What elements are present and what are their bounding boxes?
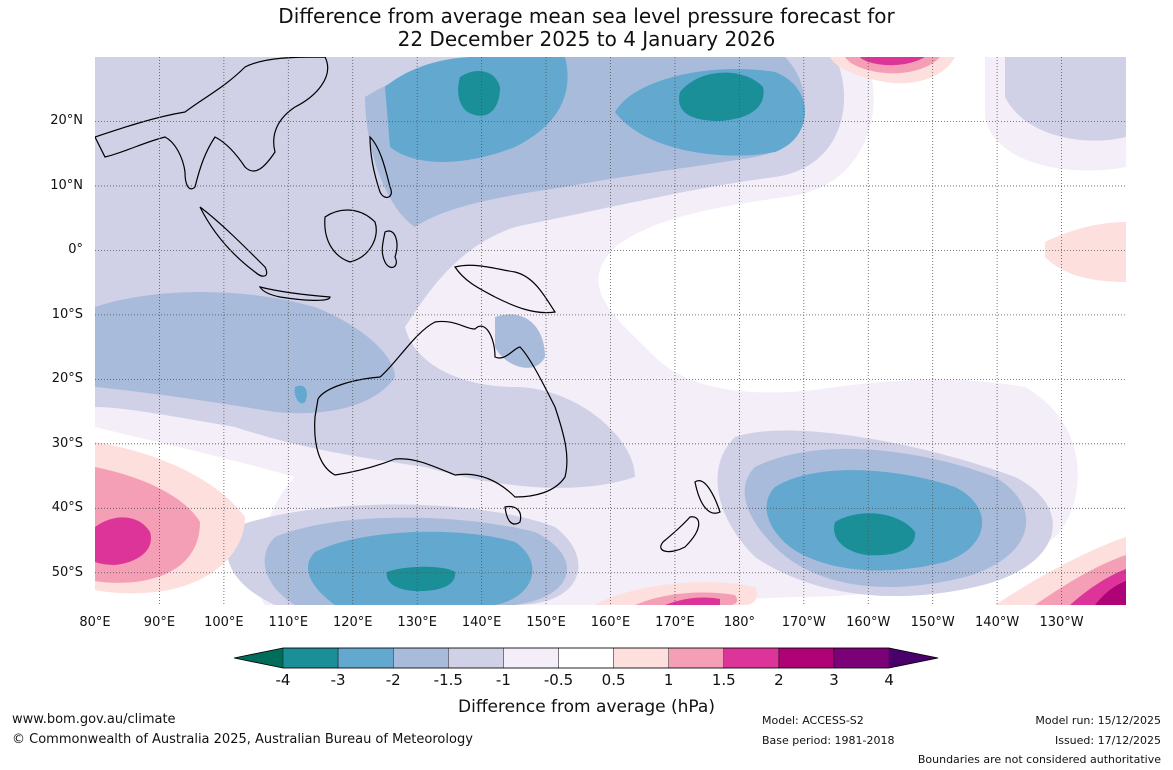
australia-coastline (314, 320, 568, 498)
colorbar-tick-label: 0.5 (601, 671, 626, 689)
longitude-label: 140°W (975, 615, 1020, 630)
colorbar-segment (337, 647, 394, 669)
latitude-label: 50°S (51, 564, 83, 580)
longitude-label: 150°E (526, 615, 566, 630)
longitude-label: 160°W (846, 615, 891, 630)
colorbar-segment (392, 647, 449, 669)
colorbar-segment (668, 647, 725, 669)
disclaimer-text: Boundaries are not considered authoritat… (917, 753, 1161, 766)
latitude-label: 40°S (51, 500, 83, 516)
colorbar-tick-label: 4 (884, 671, 894, 689)
chart-title-line-2: 22 December 2025 to 4 January 2026 (397, 27, 776, 51)
longitude-label: 100°E (204, 615, 244, 630)
longitude-label: 110°E (268, 615, 309, 630)
colorbar-segment (833, 647, 890, 669)
colorbar-tick-label: 1.5 (711, 671, 736, 689)
latitude-label: 10°N (50, 177, 83, 193)
latitude-label: 20°S (51, 371, 83, 387)
colorbar-tick-label: -2 (385, 671, 401, 689)
longitude-label: 140°E (461, 615, 502, 630)
colorbar-tick-label: -4 (275, 671, 291, 689)
colorbar-segment (778, 647, 835, 669)
copyright-text: © Commonwealth of Australia 2025, Austra… (12, 732, 473, 747)
model-run-text: Model run: 15/12/2025 (1035, 714, 1161, 727)
colorbar-segment (448, 647, 504, 669)
new-zealand-north-coastline (694, 480, 721, 514)
longitude-label: 130°W (1039, 615, 1084, 630)
colorbar-segment (723, 647, 780, 669)
mainland-asia-coastline (95, 57, 329, 190)
borneo-coastline (324, 209, 377, 263)
longitude-label: 170°E (655, 615, 695, 630)
colorbar-tick-label: 3 (829, 671, 839, 689)
colorbar-segment (282, 647, 339, 669)
longitude-label: 120°E (332, 615, 373, 630)
philippines-coastline (369, 135, 392, 199)
colorbar-tick-label: -0.5 (543, 671, 574, 689)
colorbar-label: Difference from average (hPa) (458, 697, 715, 717)
new-zealand-south-coastline (660, 516, 700, 553)
longitude-label: 150°W (910, 615, 955, 630)
issued-text: Issued: 17/12/2025 (1054, 734, 1161, 747)
longitude-label: 180° (723, 615, 756, 630)
colorbar-arrow-right (889, 648, 939, 668)
model-text: Model: ACCESS-S2 (762, 714, 864, 727)
colorbar-tick-label: -1 (495, 671, 511, 689)
latitude-label: 10°S (51, 306, 83, 322)
colorbar (234, 647, 939, 669)
longitude-label: 160°E (590, 615, 631, 630)
java-coastline (258, 286, 331, 301)
website-text: www.bom.gov.au/climate (12, 712, 176, 727)
colorbar-tick-label: 1 (663, 671, 674, 689)
latitude-label: 30°S (51, 435, 83, 451)
longitude-label: 80°E (79, 615, 111, 630)
longitude-label: 130°E (397, 615, 437, 630)
base-period-text: Base period: 1981-2018 (762, 734, 895, 747)
colorbar-segment (503, 647, 559, 669)
colorbar-tick-label: -1.5 (433, 671, 463, 689)
latitude-label: 0° (68, 242, 83, 258)
colorbar-tick-label: 2 (774, 671, 784, 689)
latitude-label: 20°N (50, 113, 83, 129)
colorbar-segment (558, 647, 614, 669)
longitude-label: 170°W (781, 615, 826, 630)
pressure-anomaly-map (95, 57, 1126, 605)
map-panel (95, 57, 1126, 605)
coastlines (95, 57, 721, 553)
colorbar-arrow-left (234, 648, 283, 668)
colorbar-segment (613, 647, 669, 669)
sulawesi-coastline (381, 230, 398, 269)
tasmania-coastline (504, 505, 522, 525)
new-guinea-coastline (454, 264, 557, 314)
longitude-label: 90°E (143, 615, 176, 630)
colorbar-tick-label: -3 (330, 671, 346, 689)
anomaly-contour-minus-3 (386, 71, 916, 592)
anomaly-contour-plus-2 (1095, 581, 1126, 605)
chart-title-line-1: Difference from average mean sea level p… (278, 4, 895, 28)
